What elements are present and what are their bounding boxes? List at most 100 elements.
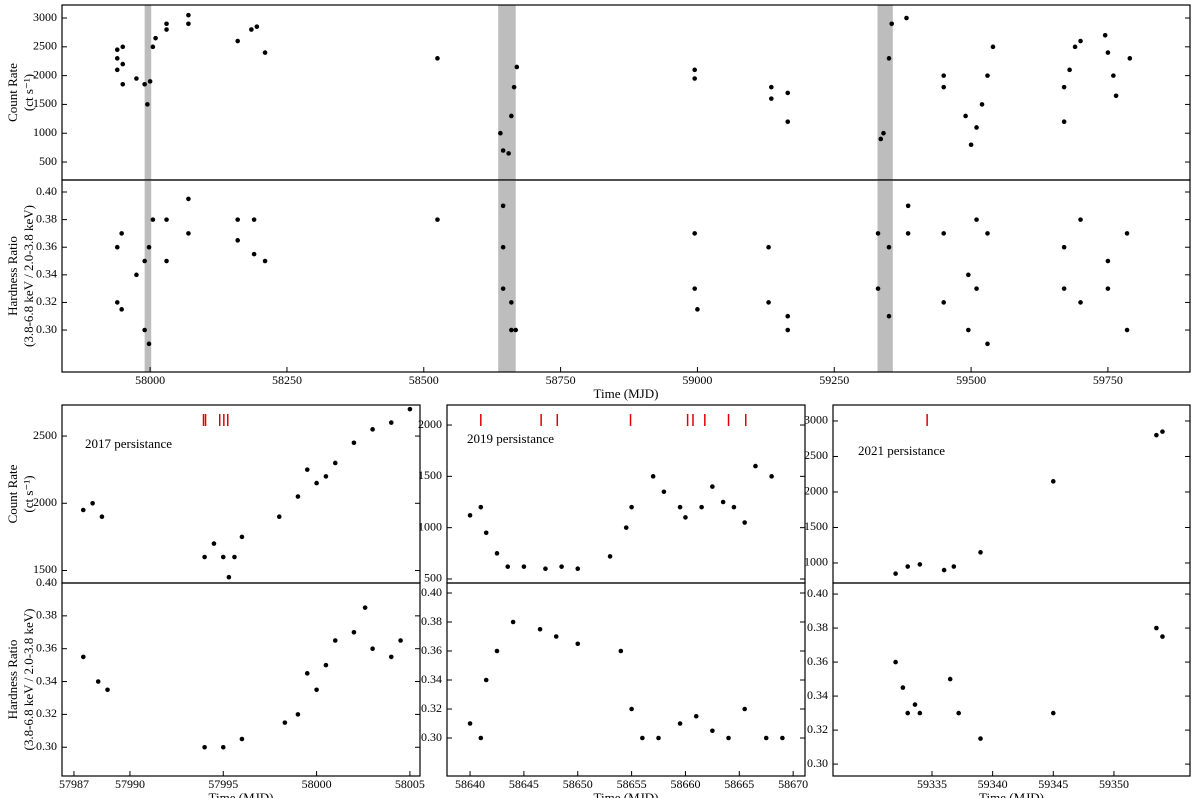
plot-area — [80, 605, 403, 750]
annotation: 2019 persistance — [467, 431, 554, 446]
subplot: 1500 2000 2500 Count Rate (ct s⁻¹) 2017 persi… — [5, 404, 421, 584]
data-point — [146, 244, 152, 250]
data-point — [500, 203, 506, 209]
x-tick-label: 58660 — [670, 777, 700, 791]
y-tick-label: 3000 — [33, 10, 57, 24]
data-point — [239, 534, 245, 540]
data-point — [251, 217, 257, 222]
data-point — [494, 648, 500, 654]
data-point — [661, 489, 667, 495]
y-tick-label: 0.30 — [36, 739, 57, 753]
data-point — [120, 81, 126, 87]
data-point — [146, 341, 152, 347]
subplot: 0.30 0.32 0.34 0.36 0.38 0.40 58000 58250 58500 5… — [5, 179, 1191, 401]
data-point — [249, 27, 254, 32]
shaded-span — [498, 180, 516, 372]
data-point — [941, 231, 947, 236]
y-tick-label: 0.40 — [421, 585, 442, 599]
y-tick-label: 0.38 — [807, 620, 828, 634]
data-point — [134, 76, 139, 81]
data-point — [95, 679, 101, 684]
y-tick-label: 0.30 — [807, 756, 828, 770]
shaded-span — [877, 180, 893, 372]
data-point — [1078, 38, 1083, 44]
y-axis-label: (ct s⁻¹) — [21, 74, 36, 111]
data-point — [332, 460, 338, 466]
y-tick-label: 0.34 — [807, 688, 828, 702]
subplot: 500 1000 1500 2000 2500 3000 Count Rate (ct s⁻¹… — [5, 4, 1191, 181]
data-point — [889, 21, 895, 27]
y-tick-label: 2500 — [33, 39, 57, 53]
data-point — [742, 520, 747, 525]
x-tick-label: 58640 — [455, 777, 485, 791]
y-tick-label: 1000 — [418, 519, 442, 533]
data-point — [1078, 217, 1083, 222]
data-point — [780, 735, 785, 741]
data-point — [769, 474, 774, 479]
data-point — [875, 231, 881, 236]
data-point — [304, 467, 310, 472]
data-point — [692, 67, 697, 73]
data-point — [142, 327, 147, 333]
data-point — [1105, 258, 1111, 264]
data-point — [304, 671, 310, 676]
data-point — [941, 84, 947, 90]
x-tick-label: 59350 — [1099, 777, 1129, 791]
x-tick-label: 57995 — [208, 777, 238, 791]
data-point — [893, 571, 898, 576]
data-point — [753, 463, 758, 469]
x-tick-label: 58000 — [135, 373, 165, 387]
axes-frame — [61, 179, 1191, 373]
y-tick-label: 0.36 — [36, 239, 57, 253]
data-point — [235, 217, 240, 222]
data-point — [886, 56, 892, 61]
x-tick-label: 58250 — [272, 373, 302, 387]
data-point — [878, 136, 884, 142]
data-point — [186, 196, 191, 202]
axes-frame — [832, 582, 1191, 777]
data-point — [985, 231, 990, 236]
data-point — [886, 244, 892, 250]
data-point — [120, 44, 126, 50]
data-point — [1050, 479, 1056, 484]
y-tick-label: 1500 — [33, 96, 57, 110]
data-point — [941, 567, 947, 573]
plot-area — [114, 180, 1130, 372]
data-point — [510, 619, 516, 625]
data-point — [511, 84, 517, 90]
data-point — [893, 659, 898, 665]
data-point — [483, 677, 489, 683]
y-tick-label: 0.32 — [36, 706, 57, 720]
y-axis-label: (3.8-6.8 keV / 2.0-3.8 keV) — [21, 205, 36, 347]
data-point — [695, 307, 700, 312]
data-point — [1127, 56, 1133, 61]
data-point — [483, 530, 489, 536]
data-point — [114, 300, 120, 305]
data-point — [80, 654, 86, 660]
data-point — [947, 676, 953, 682]
data-point — [1102, 32, 1108, 38]
data-point — [323, 662, 329, 668]
data-point — [677, 504, 683, 510]
data-point — [785, 327, 791, 333]
x-tick-label: 58750 — [546, 373, 576, 387]
data-point — [295, 712, 301, 717]
data-point — [295, 494, 301, 499]
data-point — [282, 720, 288, 725]
data-point — [164, 27, 169, 32]
data-point — [370, 646, 375, 652]
annotation: 2021 persistance — [858, 443, 945, 458]
data-point — [99, 514, 105, 520]
data-point — [726, 735, 731, 741]
data-point — [543, 566, 548, 572]
plot-area — [114, 5, 1133, 180]
y-tick-label: 0.36 — [807, 654, 828, 668]
data-point — [498, 130, 503, 136]
data-point — [1061, 286, 1067, 291]
x-tick-label: 58665 — [724, 777, 754, 791]
data-point — [232, 554, 237, 560]
y-tick-label: 1500 — [804, 519, 828, 533]
y-tick-label: 2500 — [33, 428, 57, 442]
data-point — [974, 125, 979, 130]
y-tick-label: 0.32 — [807, 722, 828, 736]
